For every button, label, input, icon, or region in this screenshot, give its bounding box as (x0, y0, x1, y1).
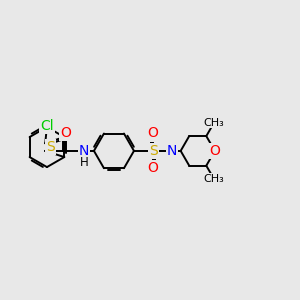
Text: N: N (167, 144, 177, 158)
Text: CH₃: CH₃ (204, 118, 224, 128)
Text: S: S (149, 144, 158, 158)
Text: N: N (79, 144, 89, 158)
Text: O: O (148, 127, 158, 140)
Text: O: O (148, 161, 158, 175)
Text: O: O (209, 144, 220, 158)
Text: O: O (60, 126, 71, 140)
Text: H: H (80, 156, 88, 169)
Text: Cl: Cl (40, 119, 54, 133)
Text: CH₃: CH₃ (204, 174, 224, 184)
Text: S: S (46, 140, 55, 154)
